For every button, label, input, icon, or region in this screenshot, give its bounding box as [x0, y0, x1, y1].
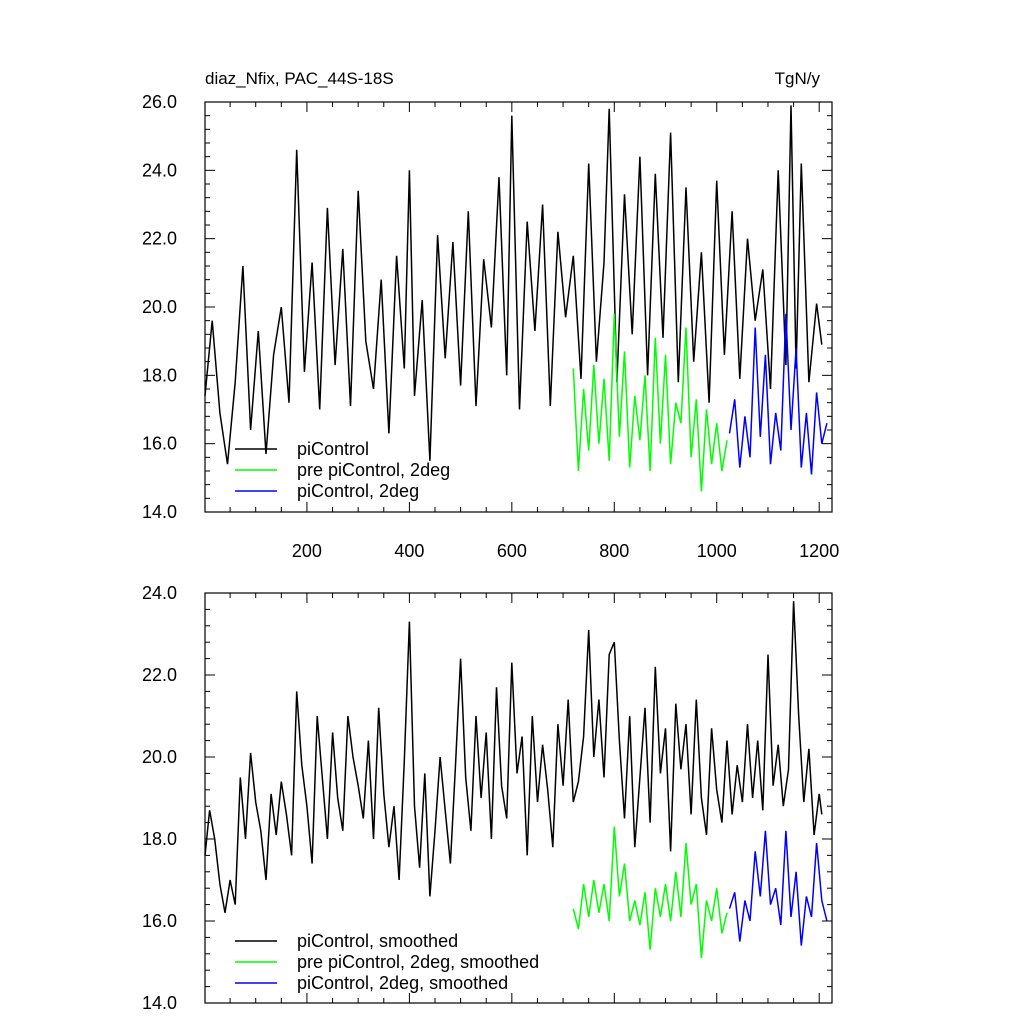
bottom-series-group: [204, 601, 828, 958]
bottom-plot-frame: [204, 592, 833, 1004]
top-legend-label-1: pre piControl, 2deg: [297, 460, 450, 480]
top-ytick-label: 22.0: [142, 229, 177, 249]
bottom-panel: 14.0 16.0 18.0 20.0 22.0 24.0 piControl, smoo…: [142, 583, 833, 1013]
top-xtick-label: 1200: [799, 541, 839, 561]
top-panel: diaz_Nfix, PAC_44S-18S TgN/y 200 400 600 80…: [142, 69, 839, 561]
bottom-series-line-0: [204, 601, 823, 913]
bottom-legend-label-1: pre piControl, 2deg, smoothed: [297, 952, 539, 972]
bottom-axes-group: 14.0 16.0 18.0 20.0 22.0 24.0: [142, 583, 833, 1013]
bottom-legend-label-0: piControl, smoothed: [297, 931, 458, 951]
top-axes-group: 200 400 600 800 1000 1200 14.0 16.0 18.0 20.0 22.0…: [142, 92, 839, 561]
top-series-line-0: [204, 105, 823, 465]
top-ytick-label: 16.0: [142, 434, 177, 454]
bottom-ytick-label: 16.0: [142, 911, 177, 931]
top-ytick-label: 20.0: [142, 297, 177, 317]
top-xtick-label: 200: [292, 541, 322, 561]
top-series-line-1: [572, 313, 728, 492]
bottom-legend-label-2: piControl, 2deg, smoothed: [297, 973, 508, 993]
top-ytick-label: 24.0: [142, 160, 177, 180]
top-series-line-2: [728, 313, 828, 475]
top-xtick-label: 400: [394, 541, 424, 561]
top-ytick-label: 26.0: [142, 92, 177, 112]
units-label: TgN/y: [775, 69, 821, 88]
bottom-series-line-1: [572, 826, 728, 958]
chart-title: diaz_Nfix, PAC_44S-18S: [205, 69, 394, 88]
top-ytick-label: 18.0: [142, 365, 177, 385]
top-xtick-label: 600: [497, 541, 527, 561]
top-series-group: [204, 105, 828, 492]
top-ytick-label: 14.0: [142, 502, 177, 522]
bottom-ytick-label: 18.0: [142, 829, 177, 849]
bottom-ytick-label: 20.0: [142, 747, 177, 767]
top-legend-label-2: piControl, 2deg: [297, 481, 419, 501]
top-xtick-label: 1000: [697, 541, 737, 561]
bottom-ytick-label: 22.0: [142, 665, 177, 685]
top-legend-label-0: piControl: [297, 439, 369, 459]
top-xtick-label: 800: [599, 541, 629, 561]
bottom-ytick-label: 14.0: [142, 993, 177, 1013]
bottom-series-line-2: [728, 830, 828, 946]
bottom-ytick-label: 24.0: [142, 583, 177, 603]
